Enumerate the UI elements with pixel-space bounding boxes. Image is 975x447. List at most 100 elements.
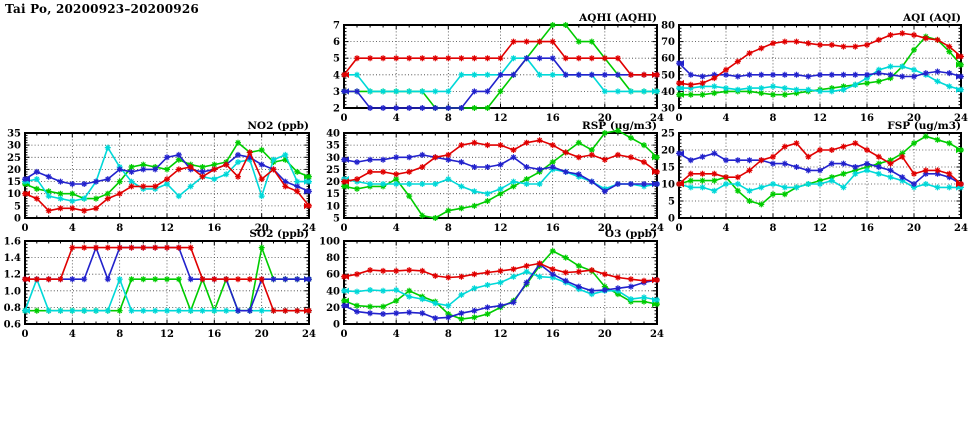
series-start-arrow — [344, 183, 349, 190]
y-tick-label: 40 — [661, 87, 675, 98]
x-tick-label: 12 — [494, 113, 508, 124]
y-tick-label: 80 — [326, 253, 340, 264]
series-end-arrow — [652, 88, 657, 95]
chart-title: NO2 (ppb) — [247, 120, 309, 132]
y-tick-label: 30 — [661, 104, 675, 115]
y-tick-label: 25 — [661, 129, 675, 140]
x-tick-label: 0 — [341, 329, 348, 340]
series-end-arrow — [956, 73, 961, 80]
y-tick-label: 1.6 — [4, 237, 21, 248]
series-red — [341, 38, 660, 79]
y-tick-label: 0.6 — [4, 320, 21, 331]
series-end-arrow — [304, 202, 309, 210]
y-tick-label: 5 — [14, 201, 21, 212]
series-end-arrow — [652, 276, 657, 284]
series-start-arrow — [25, 175, 30, 183]
series-cyan — [676, 63, 964, 95]
y-tick-label: 2 — [333, 104, 340, 115]
chart-title: FSP (ug/m3) — [887, 120, 961, 132]
x-tick-label: 0 — [22, 223, 29, 234]
y-tick-label: 3 — [333, 87, 340, 98]
x-tick-label: 4 — [393, 329, 400, 340]
x-tick-label: 8 — [770, 223, 777, 234]
series-start-arrow — [25, 190, 30, 197]
y-tick-label: 10 — [661, 180, 675, 191]
y-tick-label: 25 — [326, 165, 340, 176]
x-tick-label: 12 — [494, 223, 508, 234]
x-tick-label: 16 — [860, 223, 874, 234]
y-tick-label: 20 — [326, 177, 340, 188]
series-blue — [676, 60, 964, 80]
series-red — [22, 149, 312, 214]
series-end-arrow — [652, 296, 657, 304]
y-tick-label: 20 — [7, 165, 21, 176]
x-tick-label: 12 — [813, 223, 827, 234]
x-tick-label: 4 — [69, 223, 76, 234]
y-tick-label: 4 — [333, 70, 340, 81]
x-tick-label: 20 — [907, 223, 921, 234]
x-tick-label: 24 — [302, 329, 316, 340]
y-tick-label: 1.0 — [4, 286, 21, 297]
y-tick-label: 0 — [14, 214, 21, 225]
series-start-arrow — [344, 71, 349, 79]
x-tick-label: 0 — [676, 113, 683, 124]
x-tick-label: 12 — [813, 113, 827, 124]
x-tick-label: 12 — [160, 223, 174, 234]
x-tick-label: 0 — [341, 113, 348, 124]
series-end-arrow — [652, 180, 657, 188]
series-end-arrow — [304, 173, 309, 180]
y-tick-label: 60 — [661, 54, 675, 65]
x-tick-label: 16 — [546, 329, 560, 340]
chart-title: SO2 (ppb) — [249, 228, 309, 240]
x-tick-label: 20 — [598, 223, 612, 234]
x-tick-label: 8 — [770, 113, 777, 124]
series-blue — [341, 55, 660, 111]
y-tick-label: 50 — [661, 70, 675, 81]
chart-o3: 0 20 40 60 80 100 0 4 8 12 16 20 24 O3 (ppb) — [319, 228, 664, 340]
series-end-arrow — [304, 307, 309, 314]
y-tick-label: 60 — [326, 270, 340, 281]
chart-title: RSP (ug/m3) — [582, 120, 657, 132]
y-tick-label: 100 — [319, 237, 340, 248]
series-red — [22, 244, 312, 314]
x-tick-label: 16 — [546, 223, 560, 234]
series-green — [22, 139, 312, 202]
x-tick-label: 24 — [650, 223, 664, 234]
series-green — [341, 127, 660, 221]
y-tick-label: 35 — [7, 129, 21, 140]
x-tick-label: 0 — [341, 223, 348, 234]
y-tick-label: 40 — [326, 286, 340, 297]
x-tick-label: 20 — [598, 329, 612, 340]
series-start-arrow — [25, 276, 30, 283]
x-tick-label: 12 — [494, 329, 508, 340]
x-tick-label: 16 — [546, 113, 560, 124]
y-tick-label: 7 — [333, 21, 340, 32]
series-start-arrow — [25, 307, 30, 314]
series-start-arrow — [679, 60, 684, 67]
series-end-arrow — [652, 168, 657, 176]
y-tick-label: 70 — [661, 37, 675, 48]
series-end-arrow — [956, 61, 961, 68]
y-tick-label: 5 — [333, 54, 340, 65]
x-tick-label: 20 — [598, 113, 612, 124]
y-tick-label: 0 — [333, 320, 340, 331]
y-tick-label: 30 — [326, 153, 340, 164]
y-tick-label: 0.8 — [4, 303, 21, 314]
series-start-arrow — [679, 79, 684, 87]
x-tick-label: 20 — [255, 223, 269, 234]
series-start-arrow — [679, 84, 684, 92]
chart-title: O3 (ppb) — [605, 228, 657, 240]
x-tick-label: 16 — [207, 223, 221, 234]
series-start-arrow — [344, 156, 349, 163]
series-end-arrow — [304, 188, 309, 195]
x-tick-label: 24 — [954, 223, 968, 234]
y-tick-label: 1.2 — [4, 270, 21, 281]
x-tick-label: 4 — [393, 113, 400, 124]
y-tick-label: 5 — [668, 197, 675, 208]
series-end-arrow — [652, 154, 657, 161]
series-end-arrow — [956, 53, 961, 60]
x-tick-label: 8 — [445, 329, 452, 340]
